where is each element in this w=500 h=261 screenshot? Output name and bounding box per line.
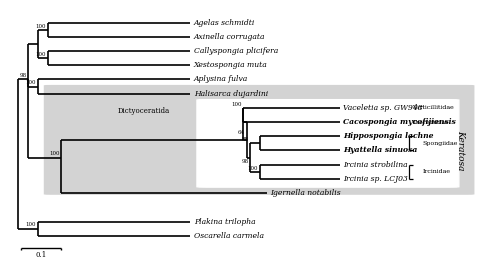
Text: Thorectidae: Thorectidae: [412, 120, 450, 124]
Text: Verticillitidae: Verticillitidae: [412, 105, 454, 110]
Text: 100: 100: [49, 151, 59, 156]
Text: 100: 100: [26, 80, 36, 85]
Text: 98: 98: [241, 159, 248, 164]
Text: Agelas schmidti: Agelas schmidti: [194, 19, 255, 27]
Text: 64: 64: [238, 130, 245, 135]
FancyBboxPatch shape: [44, 86, 474, 194]
Text: Plakina trilopha: Plakina trilopha: [194, 217, 256, 226]
Text: 100: 100: [26, 222, 36, 228]
Text: 100: 100: [248, 166, 258, 171]
Text: Xestospongia muta: Xestospongia muta: [194, 61, 268, 69]
Text: 100: 100: [36, 52, 46, 57]
Text: Vaceletia sp. GW948: Vaceletia sp. GW948: [343, 104, 422, 112]
Text: Spongiidae: Spongiidae: [422, 141, 458, 146]
Text: Hippospongia lachne: Hippospongia lachne: [343, 132, 434, 140]
Text: 98: 98: [19, 73, 26, 78]
Text: Halisarca dujardini: Halisarca dujardini: [194, 90, 268, 98]
Text: 100: 100: [36, 24, 46, 29]
Text: Ircinia strobilina: Ircinia strobilina: [343, 161, 407, 169]
Text: Oscarella carmela: Oscarella carmela: [194, 232, 264, 240]
Text: Ircinia sp. LCJ03: Ircinia sp. LCJ03: [343, 175, 407, 183]
Text: 88: 88: [242, 137, 248, 142]
Text: Axinella corrugata: Axinella corrugata: [194, 33, 265, 41]
Text: Hyattella sinuosa: Hyattella sinuosa: [343, 146, 417, 155]
FancyBboxPatch shape: [197, 100, 459, 187]
Text: 100: 100: [231, 102, 241, 107]
Text: Callyspongia plicifera: Callyspongia plicifera: [194, 47, 278, 55]
Text: Cacospongia mycofijiensis: Cacospongia mycofijiensis: [343, 118, 456, 126]
Text: 0.1: 0.1: [36, 251, 47, 259]
Text: Aplysina fulva: Aplysina fulva: [194, 75, 248, 84]
Text: Igernella notabilis: Igernella notabilis: [270, 189, 340, 197]
Text: Dictyoceratida: Dictyoceratida: [118, 107, 170, 115]
Text: Ircinidae: Ircinidae: [422, 169, 450, 174]
Text: Keratosa: Keratosa: [456, 130, 465, 171]
